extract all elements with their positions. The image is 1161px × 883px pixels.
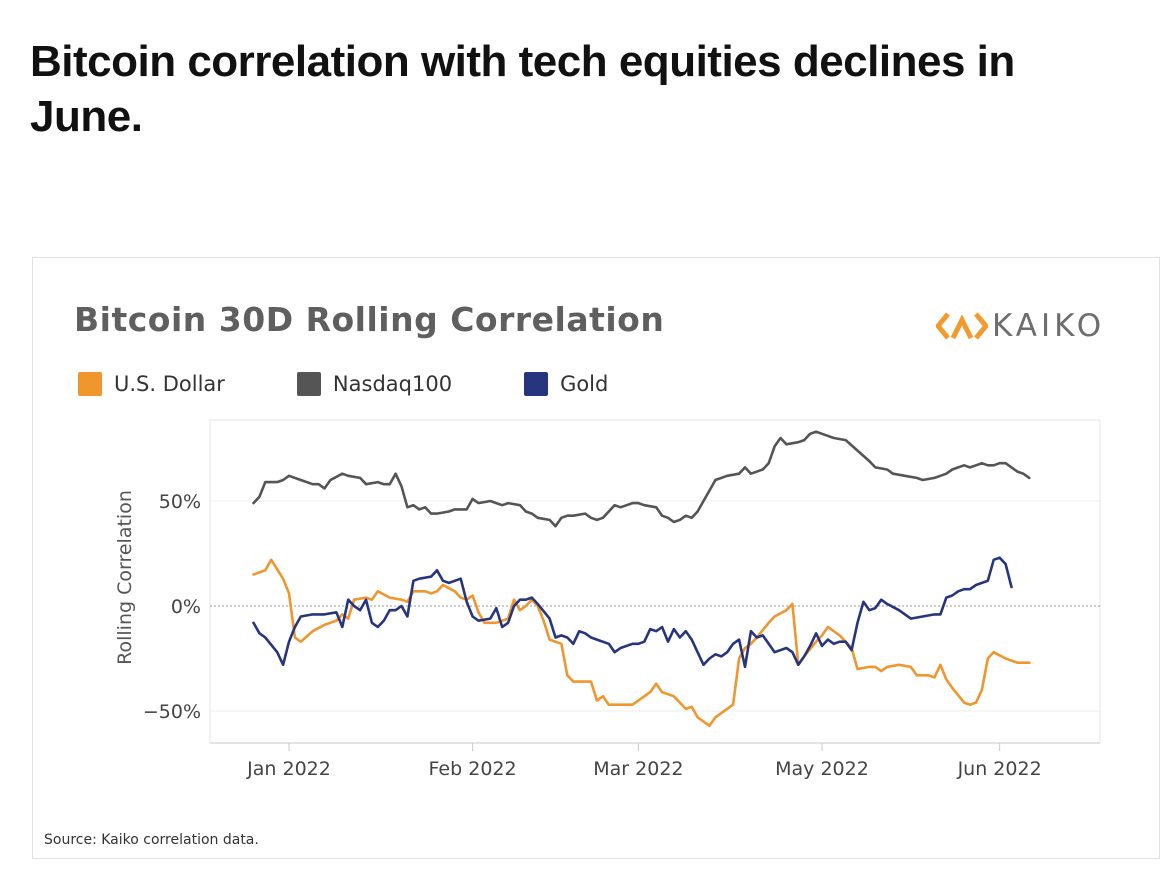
y-tick-label: −50% (143, 701, 201, 723)
legend-swatch-nasdaq (296, 372, 321, 396)
series-line-u-s-dollar (252, 558, 1031, 727)
legend: U.S. Dollar Nasdaq100 Gold (78, 370, 680, 398)
legend-swatch-gold (524, 372, 549, 396)
chart-card (32, 257, 1160, 859)
x-tick-label: Feb 2022 (429, 758, 517, 780)
y-tick-label: 0% (171, 596, 201, 618)
legend-item-nasdaq[interactable]: Nasdaq100 (296, 372, 453, 396)
series-line-gold (252, 556, 1013, 669)
source-note: Source: Kaiko correlation data. (44, 832, 259, 848)
x-tick-label: May 2022 (775, 758, 869, 780)
brand-name: KAIKO (992, 308, 1106, 344)
kaiko-logo: KAIKO (936, 306, 1105, 346)
y-tick-label: 50% (159, 491, 201, 513)
kaiko-logo-icon (936, 312, 988, 340)
legend-item-gold[interactable]: Gold (524, 372, 608, 396)
legend-label-gold: Gold (560, 372, 609, 396)
legend-swatch-usd (78, 372, 102, 396)
legend-item-usd[interactable]: U.S. Dollar (78, 372, 225, 396)
y-axis-title: Rolling Correlation (114, 490, 136, 665)
x-tick-label: Jan 2022 (246, 758, 331, 780)
legend-label-usd: U.S. Dollar (114, 372, 225, 396)
headline: Bitcoin correlation with tech equities d… (30, 37, 1015, 141)
x-tick-label: Jun 2022 (957, 758, 1042, 780)
chart-title: Bitcoin 30D Rolling Correlation (74, 300, 665, 339)
x-tick-label: Mar 2022 (593, 758, 683, 780)
legend-label-nasdaq: Nasdaq100 (332, 372, 453, 396)
series-line-nasdaq100 (252, 430, 1031, 528)
